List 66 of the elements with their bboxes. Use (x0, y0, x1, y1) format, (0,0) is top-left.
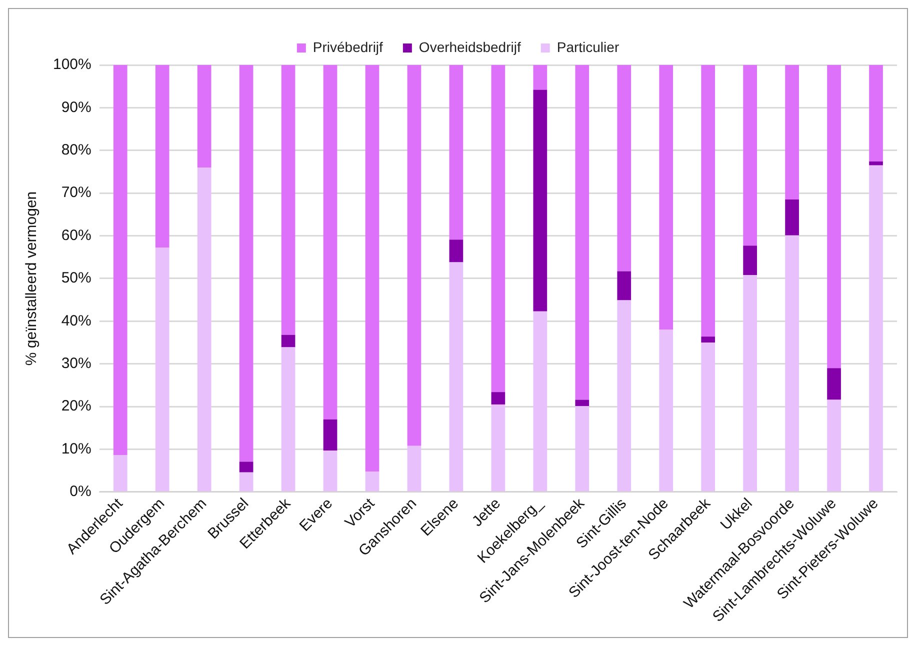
bar (533, 65, 548, 90)
bar (407, 446, 422, 492)
bar (785, 235, 799, 492)
bar (701, 342, 716, 492)
y-tick-label: 10% (61, 440, 92, 458)
bar (659, 330, 674, 492)
bar (365, 65, 380, 472)
bar (491, 404, 506, 492)
bar (491, 65, 506, 392)
bar (239, 65, 254, 462)
bar (155, 248, 170, 492)
legend-label: Particulier (556, 38, 620, 55)
bar (407, 65, 422, 446)
bar (281, 347, 296, 492)
y-tick-label: 60% (61, 226, 92, 244)
bar (491, 392, 506, 404)
bar (743, 275, 757, 492)
y-tick-label: 50% (61, 270, 92, 287)
y-tick-label: 70% (61, 184, 92, 202)
y-axis-title: % geïnstalleerd vermogen (23, 191, 40, 366)
bar (113, 65, 128, 456)
bar (533, 90, 548, 312)
bar (155, 65, 170, 248)
bar (869, 165, 883, 492)
y-tick-label: 80% (61, 142, 92, 159)
bar (827, 400, 841, 492)
bar (701, 65, 716, 337)
bar (239, 472, 254, 492)
bar (197, 167, 212, 492)
bar (575, 406, 590, 492)
y-tick-label: 0% (70, 483, 92, 500)
bar (659, 65, 674, 330)
bar (617, 65, 632, 272)
y-tick-label: 20% (61, 398, 92, 415)
bar (323, 419, 338, 451)
bar (239, 462, 254, 472)
bar (743, 65, 757, 246)
bar (533, 311, 548, 492)
bar (449, 240, 464, 262)
bar (785, 65, 799, 200)
bar (617, 271, 632, 300)
legend-label: Privébedrijf (312, 38, 384, 55)
bar (365, 471, 380, 492)
bar (323, 450, 338, 492)
y-tick-label: 90% (61, 98, 92, 116)
bar (743, 246, 757, 276)
bar (281, 65, 296, 335)
bar (827, 368, 841, 400)
bar (449, 262, 464, 492)
bar (113, 455, 128, 492)
legend-label: Overheidsbedrijf (418, 38, 521, 55)
y-tick-label: 40% (61, 312, 92, 330)
y-tick-label: 100% (52, 56, 92, 74)
bar (575, 65, 590, 400)
bar (785, 200, 799, 236)
bar (827, 65, 841, 368)
bar (575, 400, 590, 406)
y-tick-label: 30% (61, 355, 92, 372)
bar (869, 65, 883, 162)
bar (197, 65, 212, 168)
bar (323, 65, 338, 420)
bar (449, 65, 464, 240)
bar (281, 334, 296, 348)
bar (701, 336, 716, 343)
bar (869, 162, 883, 166)
bar (617, 300, 632, 492)
